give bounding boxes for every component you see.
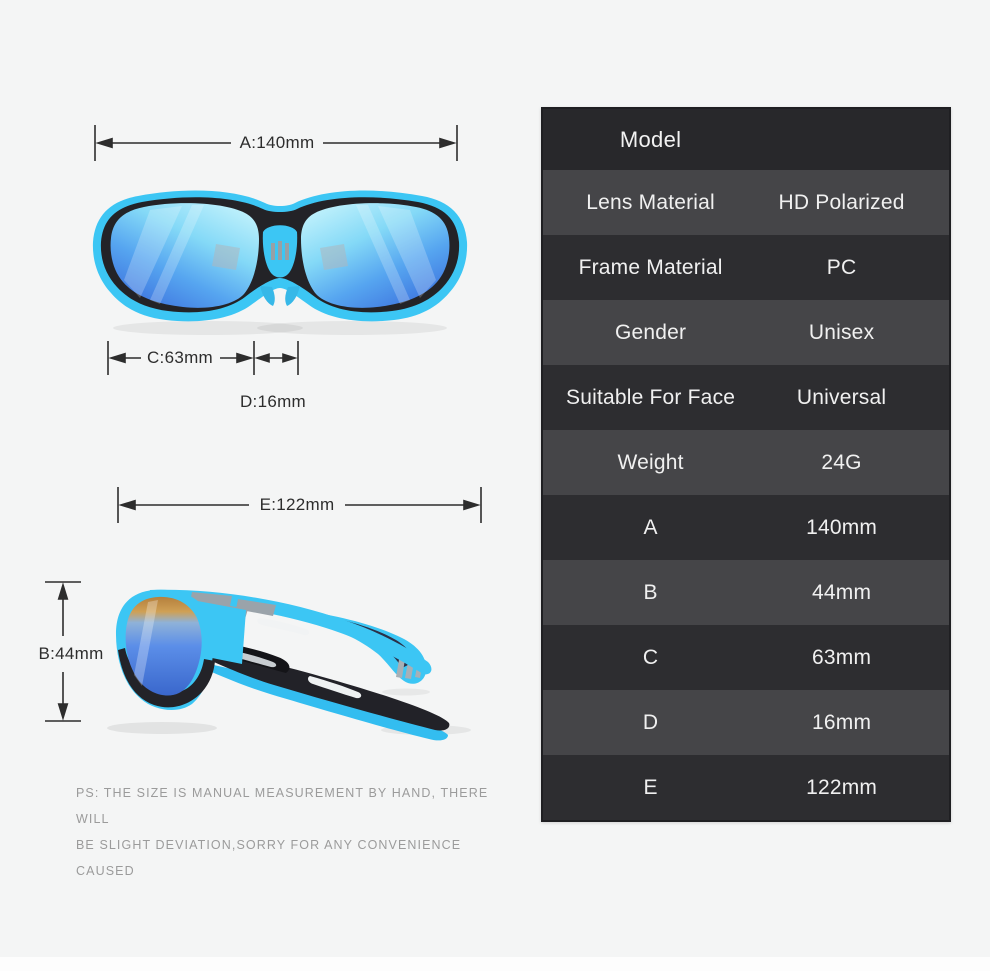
spec-label: Gender — [614, 320, 687, 344]
spec-value: 140mm — [806, 515, 878, 539]
dimension-d-line — [254, 341, 299, 375]
spec-label: Suitable For Face — [566, 385, 736, 409]
dimension-a-label: A:140mm — [239, 133, 315, 152]
spec-row-gender: Gender Unisex — [543, 300, 949, 365]
spec-label: Lens Material — [586, 190, 715, 214]
dimension-d-label: D:16mm — [239, 392, 307, 411]
spec-table-header-row: Model — [543, 109, 949, 170]
measurement-note-line2: BE SLIGHT DEVIATION,SORRY FOR ANY CONVEN… — [76, 838, 462, 878]
spec-value: 63mm — [812, 645, 872, 669]
dimension-c-label: C:63mm — [146, 348, 214, 367]
side-frame-front — [116, 589, 215, 711]
spec-value: 16mm — [812, 710, 872, 734]
spec-row-a: A 140mm — [543, 495, 949, 560]
spec-label: Frame Material — [578, 255, 723, 279]
spec-label: A — [643, 515, 658, 539]
spec-label: D — [642, 710, 659, 734]
spec-value: Universal — [796, 385, 887, 409]
dimension-e-label: E:122mm — [259, 495, 335, 514]
spec-value: 44mm — [812, 580, 872, 604]
bottom-strip — [0, 957, 990, 971]
spec-table: Model Lens Material HD Polarized Frame M… — [541, 107, 951, 822]
spec-label: E — [643, 775, 658, 799]
spec-value: 122mm — [806, 775, 878, 799]
spec-row-lens-material: Lens Material HD Polarized — [543, 170, 949, 235]
sunglasses-side-illustration — [107, 589, 471, 741]
spec-value: HD Polarized — [778, 190, 905, 214]
spec-label: Weight — [617, 450, 684, 474]
spec-label: C — [642, 645, 659, 669]
spec-row-e: E 122mm — [543, 755, 949, 820]
spec-row-frame-material: Frame Material PC — [543, 235, 949, 300]
front-right-lens — [301, 203, 450, 308]
spec-value: 24G — [821, 450, 862, 474]
sunglasses-front-illustration — [92, 190, 468, 335]
measurement-note-line1: PS: THE SIZE IS MANUAL MEASUREMENT BY HA… — [76, 786, 489, 826]
measurement-note: PS: THE SIZE IS MANUAL MEASUREMENT BY HA… — [76, 780, 496, 884]
spec-row-d: D 16mm — [543, 690, 949, 755]
spec-row-suitable-face: Suitable For Face Universal — [543, 365, 949, 430]
spec-row-weight: Weight 24G — [543, 430, 949, 495]
front-left-lens — [110, 203, 259, 308]
spec-row-b: B 44mm — [543, 560, 949, 625]
spec-label: B — [643, 580, 658, 604]
spec-row-c: C 63mm — [543, 625, 949, 690]
spec-value: PC — [826, 255, 857, 279]
spec-table-header-label: Model — [619, 126, 682, 152]
dimension-b-label: B:44mm — [38, 644, 104, 663]
front-bridge-logo — [271, 241, 289, 260]
spec-value: Unisex — [808, 320, 875, 344]
